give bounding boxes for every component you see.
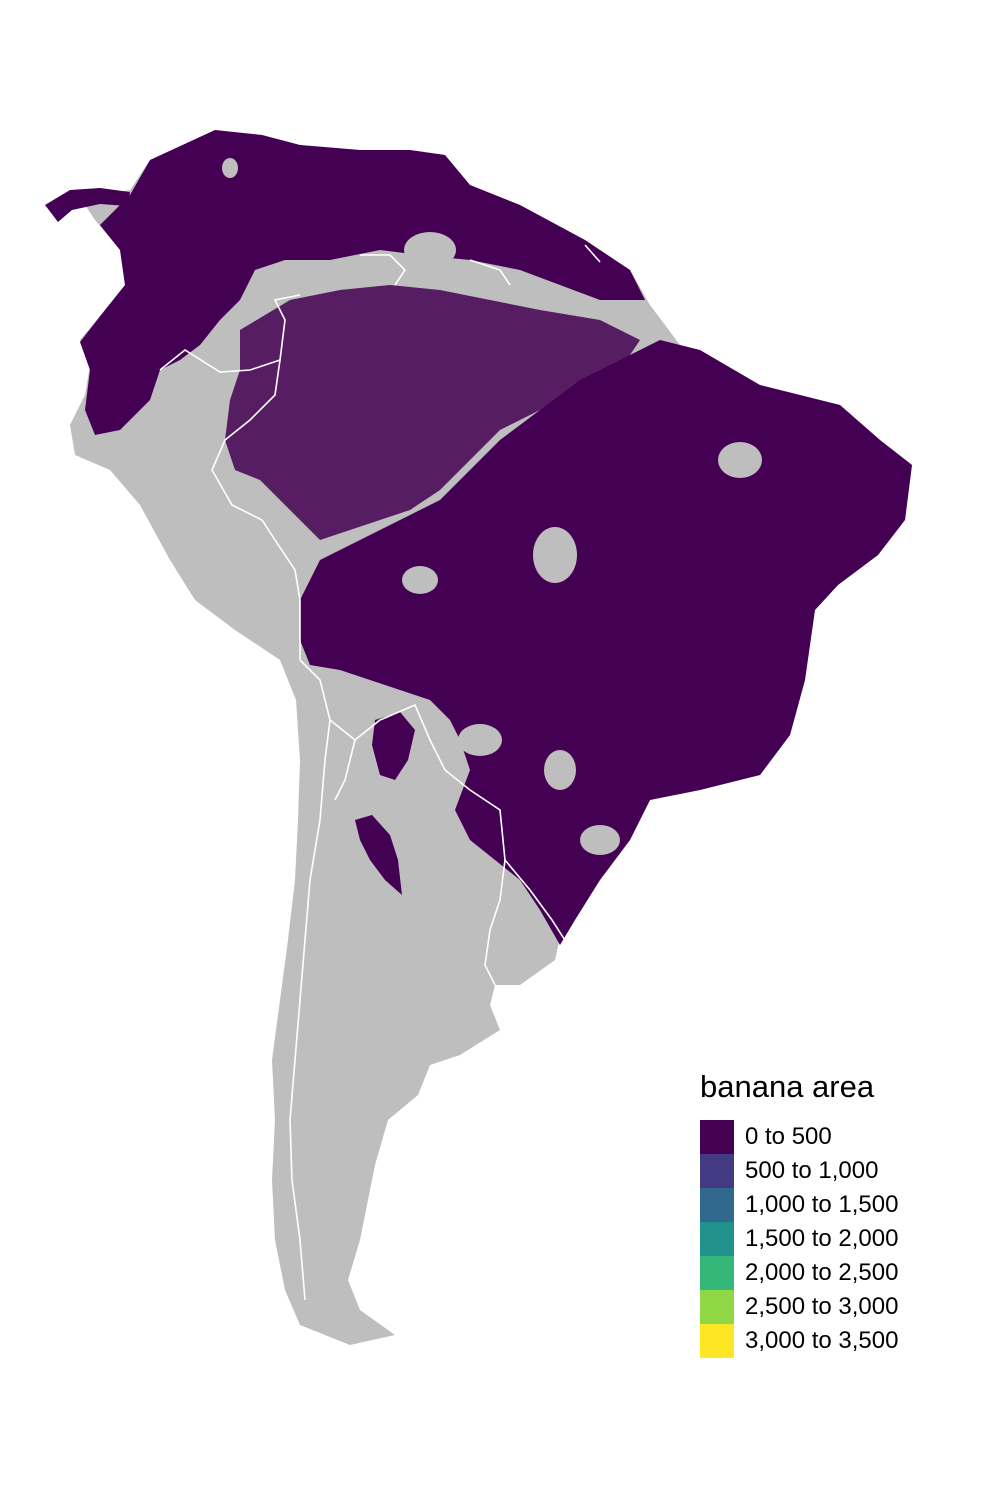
banana-area-patch-1	[372, 712, 415, 780]
legend-item: 2,500 to 3,000	[700, 1290, 960, 1324]
gap-6	[402, 566, 438, 594]
banana-area-amazon	[225, 285, 640, 540]
legend-label: 500 to 1,000	[745, 1157, 879, 1184]
legend-item: 3,000 to 3,500	[700, 1324, 960, 1358]
legend-swatch	[700, 1324, 734, 1358]
legend-title: banana area	[700, 1069, 875, 1104]
gap-4	[580, 825, 620, 855]
legend-swatch	[700, 1222, 734, 1256]
banana-area-north	[80, 130, 645, 435]
legend-swatch	[700, 1120, 734, 1154]
legend-item: 1,500 to 2,000	[700, 1222, 960, 1256]
legend-label: 1,000 to 1,500	[745, 1191, 899, 1218]
gap-2	[458, 724, 502, 756]
legend-swatch	[700, 1154, 734, 1188]
legend-label: 2,500 to 3,000	[745, 1293, 899, 1320]
legend-item: 2,000 to 2,500	[700, 1256, 960, 1290]
gap-3	[533, 527, 577, 583]
legend-label: 3,000 to 3,500	[745, 1327, 899, 1354]
banana-area-brazil	[300, 340, 912, 945]
legend-swatch	[700, 1256, 734, 1290]
gap-8	[222, 158, 238, 178]
gap-7	[404, 232, 456, 268]
isthmus-strip	[45, 188, 130, 222]
legend-item: 500 to 1,000	[700, 1154, 960, 1188]
legend: banana area 0 to 500 500 to 1,000 1,000 to…	[700, 1068, 960, 1358]
legend-swatch	[700, 1188, 734, 1222]
legend-item: 0 to 500	[700, 1120, 960, 1154]
legend-item: 1,000 to 1,500	[700, 1188, 960, 1222]
legend-swatch	[700, 1290, 734, 1324]
legend-label: 0 to 500	[745, 1123, 832, 1150]
legend-items: 0 to 500 500 to 1,000 1,000 to 1,500 1,500 …	[700, 1120, 960, 1358]
gap-5	[718, 442, 762, 478]
legend-label: 1,500 to 2,000	[745, 1225, 899, 1252]
banana-area-patch-2	[355, 815, 402, 895]
legend-label: 2,000 to 2,500	[745, 1259, 899, 1286]
country-borders	[159, 244, 601, 1301]
gap-1	[544, 750, 576, 790]
